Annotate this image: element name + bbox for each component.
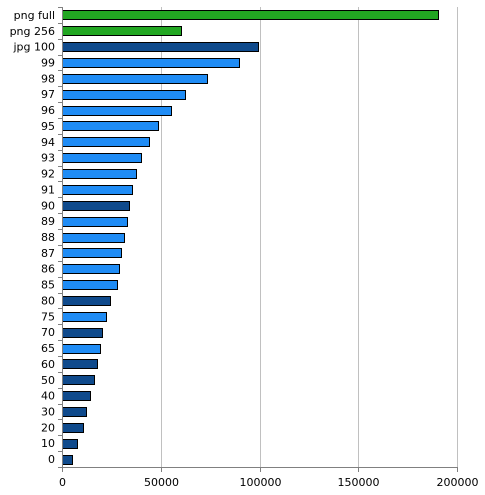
category-label: 90 [41,199,55,212]
category-label: 40 [41,390,55,403]
x-tick-label: 100000 [240,476,282,489]
x-tick-label: 0 [59,476,66,489]
category-label: 80 [41,294,55,307]
bar-70 [62,328,103,338]
bar-98 [62,74,208,84]
bar-75 [62,312,107,322]
bar-85 [62,280,118,290]
bar-90 [62,201,130,211]
category-label: 70 [41,326,55,339]
bar-20 [62,423,84,433]
bar-40 [62,391,91,401]
bar-86 [62,264,120,274]
bar-96 [62,106,172,116]
bar-87 [62,248,122,258]
bar-91 [62,185,133,195]
category-label: 0 [48,453,55,466]
bar-99 [62,58,240,68]
category-label: 65 [41,342,55,355]
x-tick-label: 150000 [338,476,380,489]
category-label: jpg 100 [12,41,55,54]
bar-95 [62,121,159,131]
category-label: 75 [41,310,55,323]
bar-60 [62,359,98,369]
bar-88 [62,233,125,243]
bar-png-full [62,10,439,20]
bar-10 [62,439,78,449]
category-label: 86 [41,263,55,276]
category-label: 10 [41,437,55,450]
category-label: 50 [41,374,55,387]
bar-92 [62,169,137,179]
category-label: png 256 [10,25,55,38]
bar-png-256 [62,26,182,36]
category-label: 99 [41,57,55,70]
axes [58,7,458,472]
category-label: 96 [41,104,55,117]
category-label: 94 [41,136,55,149]
x-tick-label: 50000 [144,476,179,489]
x-tick-labels: 0 50000 100000 150000 200000 [59,476,479,489]
category-label: 98 [41,72,55,85]
bar-65 [62,344,101,354]
category-label: 88 [41,231,55,244]
category-label: 97 [41,88,55,101]
category-label: 95 [41,120,55,133]
category-label: 87 [41,247,55,260]
category-label: 60 [41,358,55,371]
category-label: 91 [41,183,55,196]
bar-50 [62,375,95,385]
category-label: 85 [41,279,55,292]
category-label: 20 [41,421,55,434]
category-label: png full [14,9,55,22]
bar-0 [62,455,73,465]
category-label: 92 [41,168,55,181]
category-labels: png full png 256 jpg 100 99 98 97 96 95 94 93 92 91… [10,9,55,466]
category-label: 93 [41,152,55,165]
bar-93 [62,153,142,163]
bar-jpg-100 [62,42,259,52]
bar-89 [62,217,128,227]
bar-30 [62,407,87,417]
bars [62,10,439,465]
bar-94 [62,137,150,147]
category-label: 89 [41,215,55,228]
bar-97 [62,90,186,100]
bar-80 [62,296,111,306]
category-label: 30 [41,405,55,418]
gridlines [161,7,458,467]
x-tick-label: 200000 [437,476,479,489]
